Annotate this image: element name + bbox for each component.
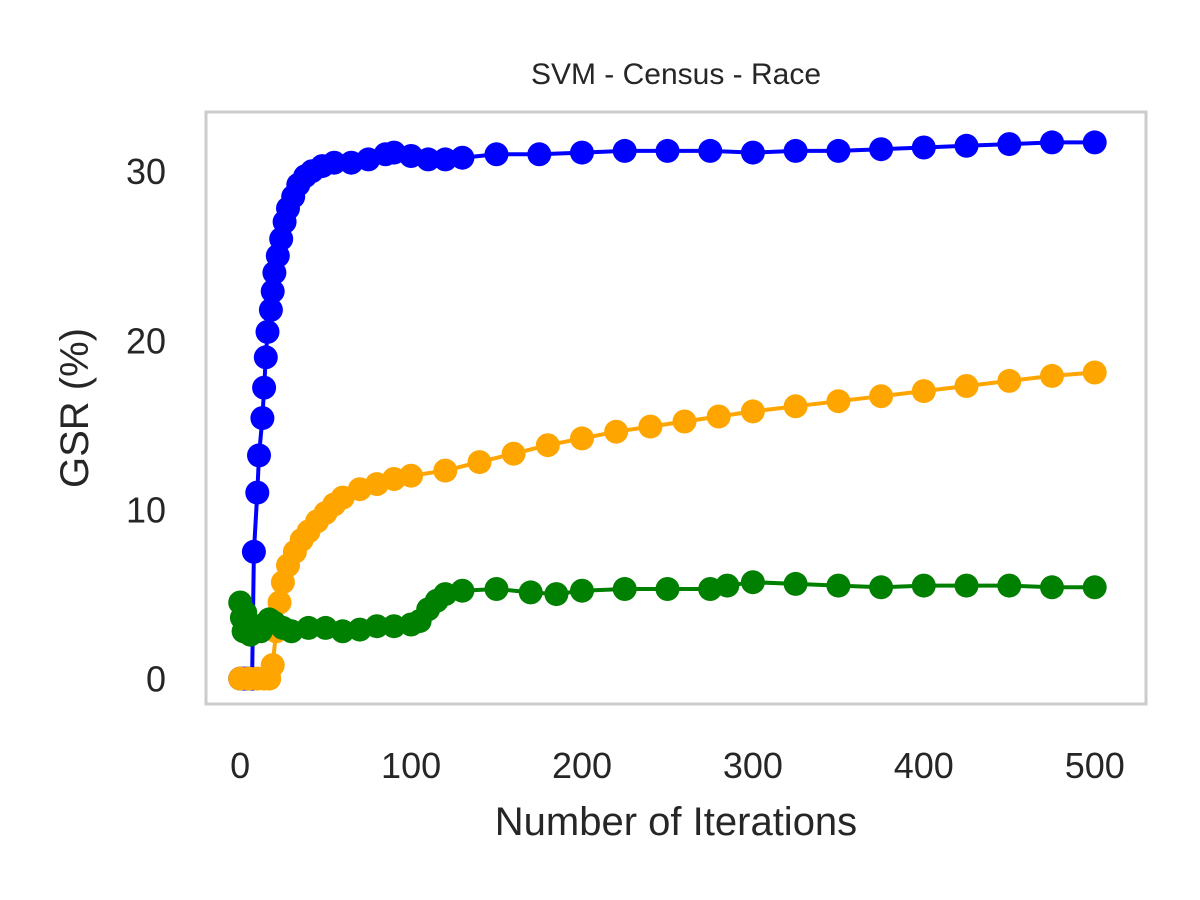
data-point [612, 138, 637, 163]
data-point [250, 406, 275, 431]
data-point [740, 399, 765, 424]
data-point [911, 573, 936, 598]
data-point [252, 375, 277, 400]
data-point [241, 539, 266, 564]
data-point [450, 145, 475, 170]
series-2 [228, 570, 1107, 647]
data-point [416, 147, 441, 172]
x-tick-label: 200 [552, 745, 612, 786]
data-point [467, 450, 492, 475]
data-point [484, 577, 509, 601]
data-point [450, 578, 475, 603]
data-point [655, 138, 680, 163]
data-point [484, 142, 509, 167]
x-tick-label: 300 [723, 745, 783, 786]
data-point [1040, 575, 1064, 600]
data-point [783, 394, 808, 419]
data-point [698, 138, 723, 163]
data-point [245, 480, 270, 505]
data-point [399, 463, 424, 488]
y-tick-label: 0 [146, 659, 166, 700]
series-0 [228, 130, 1107, 691]
data-point [322, 150, 347, 175]
y-axis-ticks: 0 10 20 30 [126, 151, 166, 699]
series-layer [228, 130, 1107, 691]
data-point [826, 389, 851, 414]
x-axis-label: Number of Iterations [495, 800, 857, 844]
plot-frame [204, 110, 1148, 706]
plot-area [204, 110, 1148, 706]
y-tick-label: 30 [126, 151, 166, 192]
data-point [570, 426, 594, 451]
data-point [740, 570, 765, 595]
data-point [296, 615, 321, 640]
data-point [869, 575, 894, 600]
y-tick-label: 20 [126, 320, 166, 361]
data-point [954, 133, 979, 158]
data-point [706, 404, 731, 429]
data-point [740, 140, 765, 165]
data-point [255, 319, 280, 344]
data-point [1082, 575, 1107, 600]
data-point [911, 135, 936, 160]
data-point [869, 384, 894, 409]
data-point [501, 441, 526, 466]
data-point [433, 458, 458, 483]
data-point [544, 582, 569, 607]
data-point [253, 345, 278, 370]
data-point [612, 577, 637, 601]
data-point [1040, 130, 1064, 155]
data-point [638, 414, 663, 439]
y-tick-label: 10 [126, 489, 166, 530]
data-point [826, 573, 851, 598]
data-point [869, 137, 894, 162]
data-point [260, 653, 285, 678]
data-point [364, 614, 389, 639]
data-point [604, 419, 629, 444]
data-point [826, 138, 851, 163]
data-point [247, 443, 271, 468]
chart-title: SVM - Census - Race [531, 58, 821, 91]
data-point [655, 577, 680, 601]
data-point [570, 578, 594, 603]
y-axis-label: GSR (%) [53, 328, 97, 488]
data-point [997, 573, 1022, 598]
data-point [997, 368, 1022, 393]
data-point [954, 374, 979, 398]
data-point [260, 279, 285, 304]
data-point [783, 138, 808, 163]
data-point [1082, 360, 1107, 385]
data-point [570, 140, 594, 165]
data-point [997, 132, 1022, 157]
x-tick-label: 0 [230, 745, 250, 786]
x-tick-label: 500 [1065, 745, 1125, 786]
data-point [783, 571, 808, 596]
data-point [715, 573, 740, 598]
x-axis-ticks: 0 100 200 300 400 500 [230, 745, 1125, 786]
data-point [535, 433, 560, 458]
data-point [672, 409, 697, 434]
x-tick-label: 100 [381, 745, 441, 786]
data-point [1082, 130, 1107, 155]
data-point [527, 142, 552, 167]
x-tick-label: 400 [894, 745, 954, 786]
data-point [954, 573, 979, 598]
data-point [1040, 363, 1064, 388]
data-point [518, 580, 543, 605]
data-point [911, 379, 936, 404]
data-point [258, 297, 283, 322]
